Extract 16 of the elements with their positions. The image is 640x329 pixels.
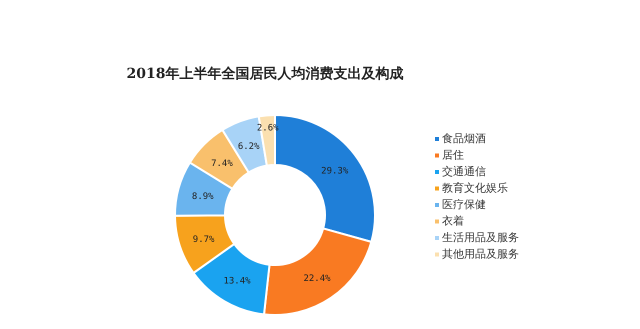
- data-label: 6.2%: [238, 142, 260, 152]
- legend-label: 食品烟酒: [442, 132, 486, 145]
- legend-label: 医疗保健: [442, 198, 486, 211]
- data-label: 7.4%: [211, 159, 234, 170]
- chart-title: 2018年上半年全国居民人均消费支出及构成: [126, 66, 404, 82]
- legend-label: 其他用品及服务: [442, 248, 519, 260]
- data-label: 13.4%: [223, 276, 252, 287]
- legend-label: 教育文化娱乐: [442, 182, 508, 194]
- data-label: 9.7%: [192, 235, 216, 246]
- data-label: 22.4%: [303, 274, 332, 284]
- legend-label: 衣着: [442, 214, 464, 228]
- legend-label: 交通通信: [442, 165, 486, 178]
- data-label: 29.3%: [321, 166, 349, 177]
- data-label: 8.9%: [192, 192, 214, 202]
- legend-label: 居住: [442, 148, 464, 162]
- legend-label: 生活用品及服务: [442, 231, 519, 244]
